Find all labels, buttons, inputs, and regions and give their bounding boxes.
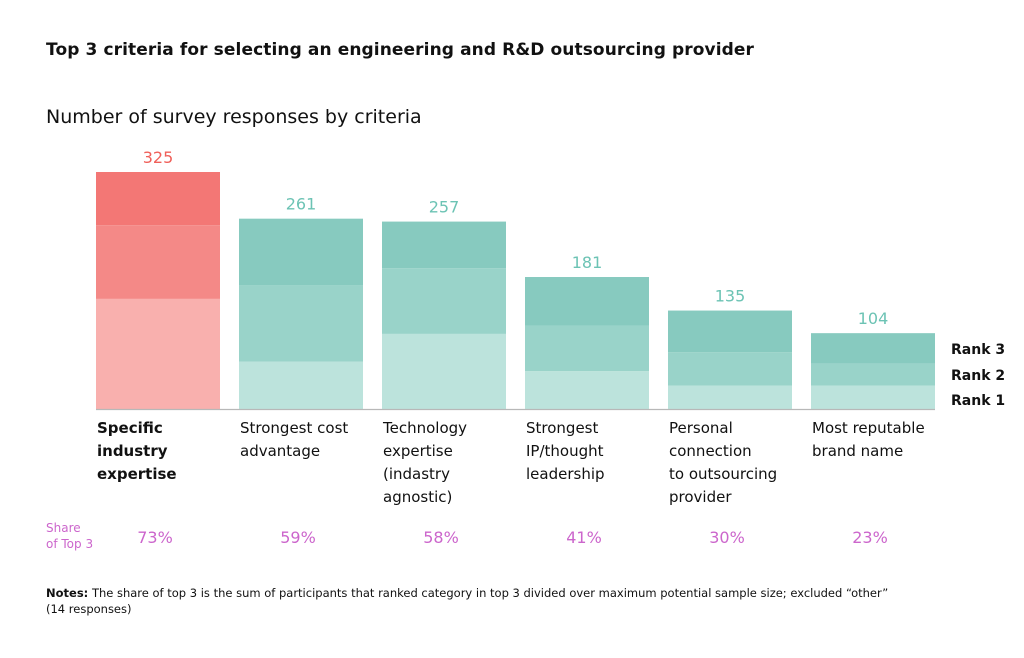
category-label: Personal connection to outsourcing provider xyxy=(669,419,777,506)
bar-segment-rank-3 xyxy=(668,310,792,353)
bar-segment-rank-3 xyxy=(811,333,935,364)
chart-subtitle: Number of survey responses by criteria xyxy=(46,106,422,128)
bar-segment-rank-1 xyxy=(811,385,935,409)
bar-total-label: 257 xyxy=(429,198,460,217)
bar-segment-rank-2 xyxy=(96,225,220,299)
category-label: Technology expertise (indastry agnostic) xyxy=(382,419,467,506)
category-label: Strongest IP/thought leadership xyxy=(526,419,605,483)
share-value: 73% xyxy=(137,528,173,547)
notes-label: Notes: xyxy=(46,586,89,600)
bar-segment-rank-3 xyxy=(382,221,506,269)
bar-segment-rank-2 xyxy=(525,325,649,372)
share-value: 58% xyxy=(423,528,459,547)
bar-segment-rank-1 xyxy=(96,298,220,409)
stacked-bar-chart: 325 Specific industry expertise 73% 261 Strong… xyxy=(46,148,1005,551)
bar-total-label: 325 xyxy=(143,148,174,167)
bar-segment-rank-2 xyxy=(811,363,935,386)
bar-segment-rank-3 xyxy=(525,277,649,326)
bar-total-label: 181 xyxy=(572,253,603,272)
share-value: 23% xyxy=(852,528,888,547)
bar-segment-rank-2 xyxy=(382,268,506,334)
category-label: Most reputable brand name xyxy=(812,419,925,460)
bar-segment-rank-2 xyxy=(668,352,792,386)
bar-segment-rank-1 xyxy=(239,361,363,409)
category-label: Specific industry expertise xyxy=(97,419,177,483)
chart-title: Top 3 criteria for selecting an engineer… xyxy=(46,40,755,60)
notes-text: The share of top 3 is the sum of partici… xyxy=(46,586,889,616)
share-value: 59% xyxy=(280,528,316,547)
bar-total-label: 261 xyxy=(286,195,317,214)
bar-segment-rank-2 xyxy=(239,285,363,362)
notes: Notes: The share of top 3 is the sum of … xyxy=(46,585,906,617)
share-label: Share of Top 3 xyxy=(46,521,93,551)
legend-rank-2: Rank 2 xyxy=(951,368,1005,384)
bar-segment-rank-1 xyxy=(525,371,649,409)
share-value: 41% xyxy=(566,528,602,547)
bar-total-label: 104 xyxy=(858,309,889,328)
share-value: 30% xyxy=(709,528,745,547)
legend-rank-1: Rank 1 xyxy=(951,393,1005,409)
bar-segment-rank-1 xyxy=(382,333,506,409)
bar-segment-rank-1 xyxy=(668,385,792,409)
bar-segment-rank-3 xyxy=(239,218,363,286)
category-label: Strongest cost advantage xyxy=(240,419,348,460)
bar-segment-rank-3 xyxy=(96,172,220,226)
bar-total-label: 135 xyxy=(715,287,746,306)
legend-rank-3: Rank 3 xyxy=(951,342,1005,358)
